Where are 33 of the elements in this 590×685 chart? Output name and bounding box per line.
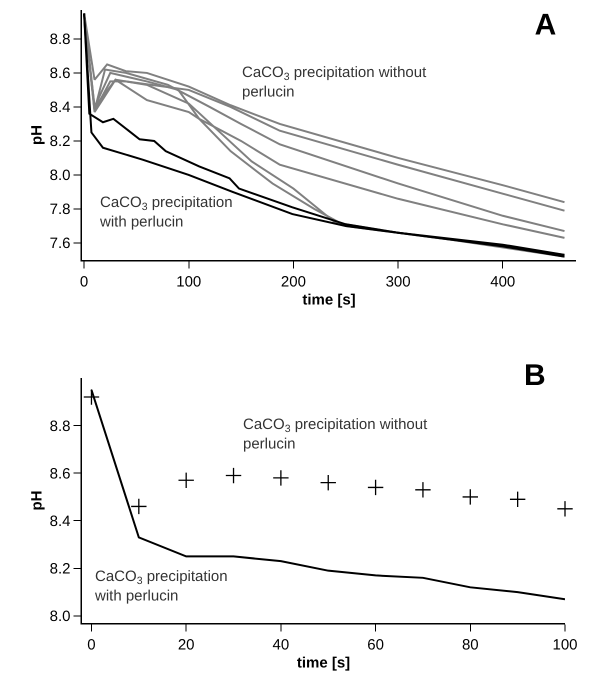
y-tick-label: 7.6 — [50, 235, 70, 252]
y-tick-label: 8.0 — [50, 608, 70, 626]
chart-title: A — [534, 8, 556, 42]
y-tick-label: 8.4 — [50, 99, 70, 116]
x-tick-label: 20 — [178, 636, 195, 654]
y-tick-label: 8.8 — [50, 31, 70, 48]
x-tick-label: 100 — [552, 636, 578, 654]
x-tick-label: 60 — [367, 636, 384, 654]
annotation: CaCO$_{3}$ precipitation with perlucin — [94, 568, 228, 604]
x-axis-title: time [s] — [302, 291, 356, 308]
y-tick-label: 7.8 — [50, 201, 70, 218]
annotation: CaCO$_{3}$ precipitation with perlucin — [99, 194, 233, 230]
x-tick-label: 0 — [80, 274, 88, 290]
x-tick-label: 300 — [386, 274, 411, 290]
y-tick-label: 8.8 — [50, 418, 70, 435]
x-tick-label: 400 — [490, 274, 516, 290]
x-tick-label: 40 — [272, 636, 290, 654]
x-axis-title: time [s] — [296, 654, 350, 672]
chart-title: B — [524, 358, 546, 392]
y-tick-label: 8.6 — [50, 65, 70, 82]
y-tick-label: 8.0 — [50, 167, 70, 184]
annotation: CaCO$_{3}$ precipitation without perlucin — [242, 64, 428, 100]
x-tick-label: 80 — [462, 636, 479, 654]
y-axis-title: pH — [28, 490, 46, 510]
annotation: CaCO$_{3}$ precipitation without perlucin — [243, 416, 428, 452]
x-tick-label: 200 — [280, 274, 306, 290]
y-tick-label: 8.4 — [50, 512, 70, 530]
x-tick-label: 100 — [176, 274, 202, 290]
y-tick-label: 8.2 — [50, 560, 70, 578]
y-axis-title: pH — [28, 125, 46, 145]
y-tick-label: 8.6 — [50, 465, 70, 482]
y-tick-label: 8.2 — [50, 133, 70, 150]
x-tick-label: 0 — [87, 636, 96, 654]
